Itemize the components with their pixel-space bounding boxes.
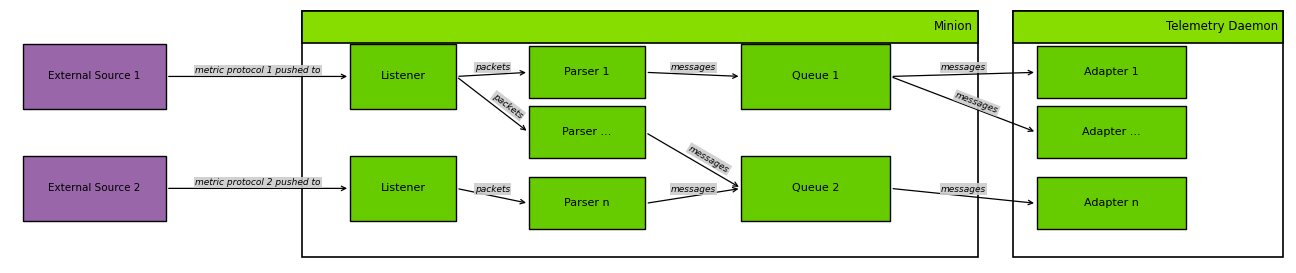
Text: External Source 1: External Source 1 — [48, 72, 141, 81]
Text: packets: packets — [491, 91, 525, 120]
Text: Parser n: Parser n — [564, 198, 610, 208]
FancyBboxPatch shape — [302, 11, 978, 43]
Text: Queue 1: Queue 1 — [792, 72, 840, 81]
FancyBboxPatch shape — [1013, 11, 1283, 43]
Text: Telemetry Daemon: Telemetry Daemon — [1165, 20, 1278, 33]
Text: messages: messages — [687, 144, 731, 174]
Text: metric protocol 2 pushed to: metric protocol 2 pushed to — [196, 178, 320, 187]
FancyBboxPatch shape — [1037, 177, 1186, 229]
Text: Parser ...: Parser ... — [562, 127, 612, 137]
FancyBboxPatch shape — [23, 156, 166, 221]
FancyBboxPatch shape — [350, 44, 456, 109]
Text: messages: messages — [671, 185, 715, 194]
FancyBboxPatch shape — [529, 106, 645, 158]
Text: Parser 1: Parser 1 — [564, 67, 610, 77]
FancyBboxPatch shape — [1013, 11, 1283, 257]
Text: metric protocol 1 pushed to: metric protocol 1 pushed to — [196, 66, 320, 75]
Text: messages: messages — [671, 63, 715, 72]
FancyBboxPatch shape — [741, 44, 890, 109]
Text: packets: packets — [474, 63, 511, 72]
Text: packets: packets — [474, 185, 511, 194]
FancyBboxPatch shape — [741, 156, 890, 221]
FancyBboxPatch shape — [350, 156, 456, 221]
Text: Listener: Listener — [381, 72, 425, 81]
Text: Minion: Minion — [934, 20, 973, 33]
Text: Listener: Listener — [381, 183, 425, 193]
Text: External Source 2: External Source 2 — [48, 183, 141, 193]
FancyBboxPatch shape — [23, 44, 166, 109]
FancyBboxPatch shape — [1037, 46, 1186, 98]
FancyBboxPatch shape — [529, 46, 645, 98]
Text: Adapter n: Adapter n — [1083, 198, 1139, 208]
Text: messages: messages — [941, 63, 986, 72]
Text: messages: messages — [941, 185, 986, 194]
FancyBboxPatch shape — [529, 177, 645, 229]
FancyBboxPatch shape — [302, 11, 978, 257]
Text: Queue 2: Queue 2 — [792, 183, 840, 193]
Text: messages: messages — [954, 91, 999, 115]
Text: Adapter 1: Adapter 1 — [1083, 67, 1139, 77]
FancyBboxPatch shape — [1037, 106, 1186, 158]
Text: Adapter ...: Adapter ... — [1082, 127, 1140, 137]
